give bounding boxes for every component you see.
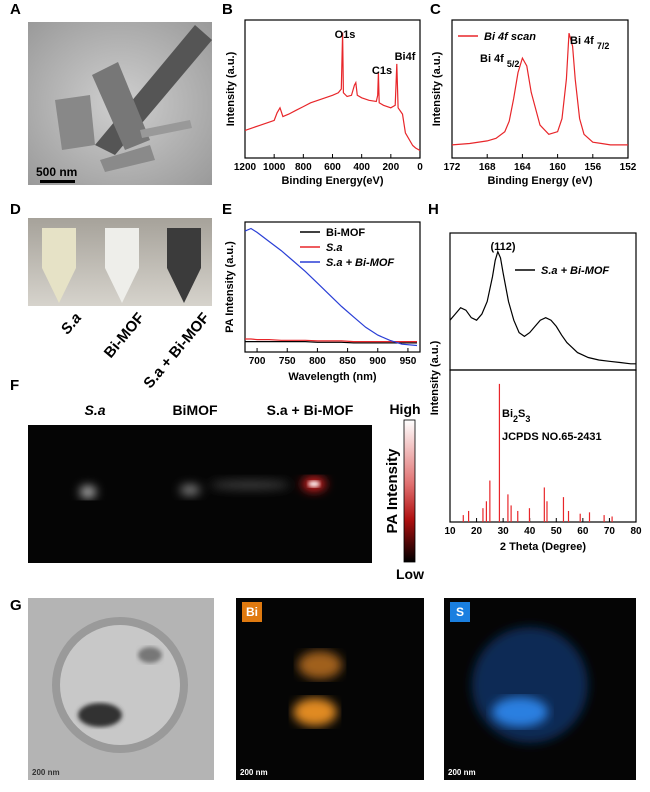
annotation: O1s — [335, 29, 356, 41]
series-line — [244, 227, 418, 347]
panel-label: B — [222, 1, 233, 18]
plot-frame — [449, 232, 637, 371]
scale-bar-label: 200 nm — [32, 768, 60, 777]
annotation: JCPDS NO.65-2431 — [502, 431, 602, 443]
panel-label: F — [10, 377, 19, 394]
element-badge: S — [456, 605, 464, 619]
x-axis-label: 2 Theta (Degree) — [500, 541, 587, 553]
eds-maps: Bi S 200 nm 200 nm 200 nm — [28, 598, 636, 780]
plot-frame — [451, 19, 629, 159]
annotation: C1s — [372, 65, 392, 77]
annotation: Bi2S3 — [502, 408, 530, 424]
annotation-part: 2 — [513, 414, 518, 424]
x-tick-label: 40 — [524, 526, 536, 537]
x-tick-label: 400 — [353, 162, 370, 173]
panel-label: C — [430, 1, 441, 18]
pa-image: S.a BiMOF S.a + Bi-MOF High Low PA Inten… — [28, 401, 424, 582]
x-tick-label: 850 — [339, 356, 356, 367]
series-line — [451, 32, 628, 146]
series-line — [244, 32, 421, 152]
annotation-part: 5/2 — [507, 59, 520, 69]
tube-label: S.a — [58, 310, 85, 338]
annotation-part: 7/2 — [597, 41, 610, 51]
x-tick-label: 30 — [498, 526, 510, 537]
tem-image-a: 500 nm — [28, 22, 212, 185]
colorbar-low: Low — [396, 566, 424, 582]
panel-label: D — [10, 201, 21, 218]
annotation: Bi4f — [395, 51, 416, 63]
x-axis-label: Binding Energy (eV) — [487, 175, 592, 187]
annotation: (112) — [490, 241, 515, 253]
legend-label: Bi 4f scan — [484, 31, 536, 43]
annotation-part: Bi 4f — [480, 53, 504, 65]
plot-frame — [449, 369, 637, 523]
x-tick-label: 80 — [630, 526, 642, 537]
x-tick-label: 156 — [584, 162, 601, 173]
x-tick-label: 50 — [551, 526, 563, 537]
panel-label: E — [222, 201, 232, 218]
x-tick-label: 164 — [514, 162, 531, 173]
tube-label: Bi-MOF — [101, 310, 148, 362]
annotation-part: Bi 4f — [570, 35, 594, 47]
series-line — [245, 338, 417, 343]
x-tick-label: 700 — [249, 356, 266, 367]
x-axis-label: Wavelength (nm) — [288, 371, 377, 383]
y-axis-label: Intensity (a.u.) — [431, 51, 443, 126]
legend-label: S.a + Bi-MOF — [541, 265, 609, 277]
x-tick-label: 172 — [444, 162, 461, 173]
x-tick-label: 1200 — [234, 162, 257, 173]
annotation-part: 3 — [525, 414, 530, 424]
y-axis-label: Intensity (a.u.) — [225, 51, 237, 126]
panel-label: H — [428, 201, 439, 218]
x-tick-label: 900 — [369, 356, 386, 367]
x-tick-label: 800 — [295, 162, 312, 173]
x-tick-label: 750 — [279, 356, 296, 367]
legend-label: S.a + Bi-MOF — [326, 257, 394, 269]
pa-sample-label: BiMOF — [172, 402, 218, 418]
x-tick-label: 1000 — [263, 162, 286, 173]
tube-photo: S.a Bi-MOF S.a + Bi-MOF — [28, 218, 213, 392]
x-tick-label: 200 — [382, 162, 399, 173]
panel-label: G — [10, 597, 22, 614]
x-tick-label: 950 — [400, 356, 417, 367]
annotation-part: Bi — [502, 408, 513, 420]
legend-label: Bi-MOF — [326, 227, 365, 239]
x-tick-label: 70 — [604, 526, 616, 537]
colorbar-title: PA Intensity — [384, 448, 401, 534]
tube-label: S.a + Bi-MOF — [140, 310, 213, 392]
colorbar-high: High — [389, 401, 420, 417]
x-tick-label: 60 — [577, 526, 589, 537]
element-badge: Bi — [246, 605, 258, 619]
x-axis-label: Binding Energy(eV) — [281, 175, 383, 187]
panel-label: A — [10, 1, 21, 18]
x-tick-label: 152 — [620, 162, 637, 173]
scale-bar-label: 200 nm — [448, 768, 476, 777]
scale-bar-label: 500 nm — [36, 165, 77, 179]
legend-label: S.a — [326, 242, 343, 254]
plot-frame — [244, 221, 421, 353]
x-tick-label: 160 — [549, 162, 566, 173]
pa-sample-label: S.a — [84, 402, 105, 418]
x-tick-label: 600 — [324, 162, 341, 173]
colorbar — [403, 419, 416, 563]
x-tick-label: 168 — [479, 162, 496, 173]
x-tick-label: 0 — [417, 162, 423, 173]
annotation: Bi 4f 5/2 — [480, 53, 519, 69]
annotation-part: S — [518, 408, 525, 420]
y-axis-label: Intensity (a.u.) — [429, 340, 441, 415]
series-line — [245, 341, 417, 344]
series-line — [449, 249, 636, 365]
x-tick-label: 800 — [309, 356, 326, 367]
pa-sample-label: S.a + Bi-MOF — [267, 402, 354, 418]
annotation: Bi 4f 7/2 — [570, 35, 609, 51]
x-tick-label: 20 — [471, 526, 483, 537]
y-axis-label: PA Intensity (a.u.) — [224, 241, 236, 333]
x-tick-label: 10 — [444, 526, 456, 537]
scale-bar-label: 200 nm — [240, 768, 268, 777]
plot-frame — [244, 19, 421, 159]
